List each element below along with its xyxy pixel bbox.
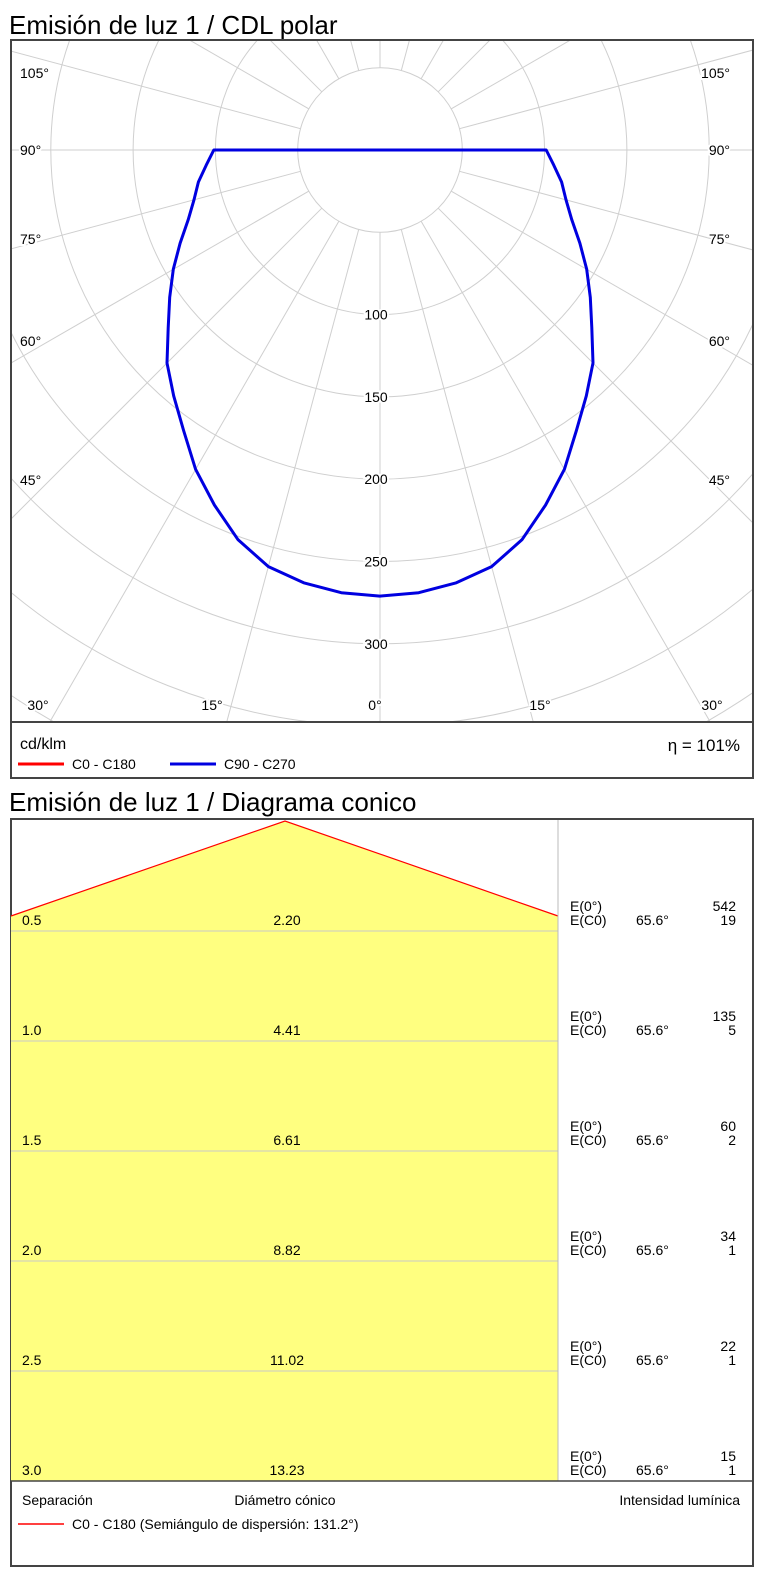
angle-label-right: 105° — [701, 65, 730, 81]
ec0-angle: 65.6° — [636, 1462, 669, 1478]
diameter-value: 8.82 — [273, 1242, 300, 1258]
e0-label: E(0°) — [570, 1338, 602, 1354]
separation-value: 3.0 — [22, 1462, 42, 1478]
ring-label: 300 — [364, 636, 388, 652]
e0-label: E(0°) — [570, 1008, 602, 1024]
ec0-label: E(C0) — [570, 1352, 607, 1368]
grid-spoke — [420, 221, 711, 722]
unit-label: cd/klm — [20, 736, 66, 753]
cone-outline — [10, 820, 559, 917]
e0-label: E(0°) — [570, 898, 602, 914]
e0-value: 60 — [720, 1118, 736, 1134]
grid-spoke — [459, 49, 752, 130]
cone-row: 2.5 11.02 E(0°) 22 E(C0) 65.6° 1 — [11, 1338, 736, 1372]
grid-spoke — [226, 229, 360, 722]
angle-label-left: 60° — [20, 333, 41, 349]
ec0-label: E(C0) — [570, 1462, 607, 1478]
separation-value: 2.5 — [22, 1352, 42, 1368]
ec0-angle: 65.6° — [636, 1132, 669, 1148]
cone-row: 0.5 2.20 E(0°) 542 E(C0) 65.6° 19 — [11, 898, 737, 932]
ec0-label: E(C0) — [570, 912, 607, 928]
separation-value: 1.5 — [22, 1132, 42, 1148]
grid-spoke — [451, 190, 752, 366]
ring-label: 200 — [364, 471, 388, 487]
e0-value: 542 — [713, 898, 737, 914]
angle-label-bottom: 15° — [201, 697, 222, 713]
grid-spoke — [12, 207, 323, 519]
angle-label-right: 90° — [709, 142, 730, 158]
ring-label: 150 — [364, 389, 388, 405]
angle-label-left: 90° — [20, 142, 41, 158]
grid-spoke — [437, 207, 752, 523]
efficiency-label: η = 101% — [668, 736, 740, 755]
cone-row: 1.0 4.41 E(0°) 135 E(C0) 65.6° 5 — [11, 1008, 737, 1042]
ec0-label: E(C0) — [570, 1242, 607, 1258]
intensity-header: Intensidad lumínica — [619, 1492, 740, 1508]
polar-curves — [165, 148, 595, 598]
angle-label-right: 75° — [709, 231, 730, 247]
diameter-header: Diámetro cónico — [234, 1492, 335, 1508]
e0-label: E(0°) — [570, 1228, 602, 1244]
polar-title: Emisión de luz 1 / CDL polar — [9, 10, 338, 40]
ec0-value: 19 — [720, 912, 736, 928]
ec0-label: E(C0) — [570, 1022, 607, 1038]
ec0-value: 2 — [728, 1132, 736, 1148]
ec0-value: 1 — [728, 1462, 736, 1478]
diameter-value: 4.41 — [273, 1022, 300, 1038]
cone-row: 3.0 13.23 E(0°) 15 E(C0) 65.6° 1 — [22, 1448, 736, 1478]
angle-label-left: 75° — [20, 231, 41, 247]
grid-spoke — [49, 221, 340, 722]
angle-label-bottom: 15° — [529, 697, 550, 713]
ring-label: 250 — [364, 554, 388, 570]
e0-value: 15 — [720, 1448, 736, 1464]
angle-label-bottom: 30° — [701, 697, 722, 713]
angle-label-bottom: 30° — [27, 697, 48, 713]
cone-row: 2.0 8.82 E(0°) 34 E(C0) 65.6° 1 — [11, 1228, 736, 1262]
separation-value: 1.0 — [22, 1022, 42, 1038]
angle-label-left: 45° — [20, 472, 41, 488]
grid-spoke — [12, 190, 309, 364]
angle-label-right: 45° — [709, 472, 730, 488]
grid-spoke — [400, 229, 534, 722]
separation-header: Separación — [22, 1492, 93, 1508]
cone-title: Emisión de luz 1 / Diagrama conico — [9, 787, 417, 817]
legend-label-c0-c180: C0 - C180 — [72, 756, 136, 772]
diameter-value: 13.23 — [269, 1462, 304, 1478]
e0-label: E(0°) — [570, 1118, 602, 1134]
e0-value: 135 — [713, 1008, 737, 1024]
angle-label-bottom: 0° — [368, 697, 381, 713]
diameter-value: 6.61 — [273, 1132, 300, 1148]
polar-labels: 100 150 200 250 300 105° 105° 90° 90° 75° 75° 60° 60… — [18, 63, 732, 715]
ec0-angle: 65.6° — [636, 1352, 669, 1368]
ec0-angle: 65.6° — [636, 912, 669, 928]
ec0-value: 1 — [728, 1352, 736, 1368]
separation-value: 0.5 — [22, 912, 42, 928]
e0-value: 22 — [720, 1338, 736, 1354]
cone-row: 1.5 6.61 E(0°) 60 E(C0) 65.6° 2 — [11, 1118, 736, 1152]
ec0-label: E(C0) — [570, 1132, 607, 1148]
polar-grid — [12, 41, 752, 722]
ec0-value: 1 — [728, 1242, 736, 1258]
ec0-angle: 65.6° — [636, 1242, 669, 1258]
cone-legend-label: C0 - C180 (Semiángulo de dispersión: 131… — [72, 1516, 359, 1532]
diameter-value: 11.02 — [270, 1352, 304, 1368]
e0-label: E(0°) — [570, 1448, 602, 1464]
polar-frame — [10, 39, 754, 779]
diameter-value: 2.20 — [273, 912, 300, 928]
angle-label-left: 105° — [20, 65, 49, 81]
separation-value: 2.0 — [22, 1242, 42, 1258]
grid-spoke — [459, 170, 752, 251]
ring-label: 100 — [364, 307, 388, 323]
grid-spoke — [12, 50, 301, 130]
grid-spoke — [12, 170, 301, 250]
ec0-angle: 65.6° — [636, 1022, 669, 1038]
legend-label-c90-c270: C90 - C270 — [224, 756, 296, 772]
series-curve-c90-c270 — [165, 148, 595, 598]
angle-label-right: 60° — [709, 333, 730, 349]
e0-value: 34 — [720, 1228, 736, 1244]
ec0-value: 5 — [728, 1022, 736, 1038]
